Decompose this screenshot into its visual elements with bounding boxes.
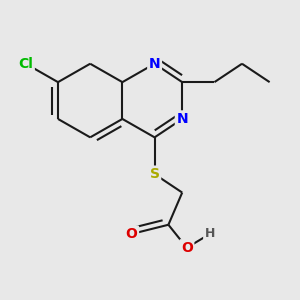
Text: S: S (150, 167, 160, 181)
Text: Cl: Cl (18, 57, 33, 71)
Text: O: O (126, 227, 137, 241)
Text: N: N (149, 57, 161, 71)
Text: O: O (181, 241, 193, 255)
Text: H: H (205, 227, 215, 241)
Text: N: N (176, 112, 188, 126)
